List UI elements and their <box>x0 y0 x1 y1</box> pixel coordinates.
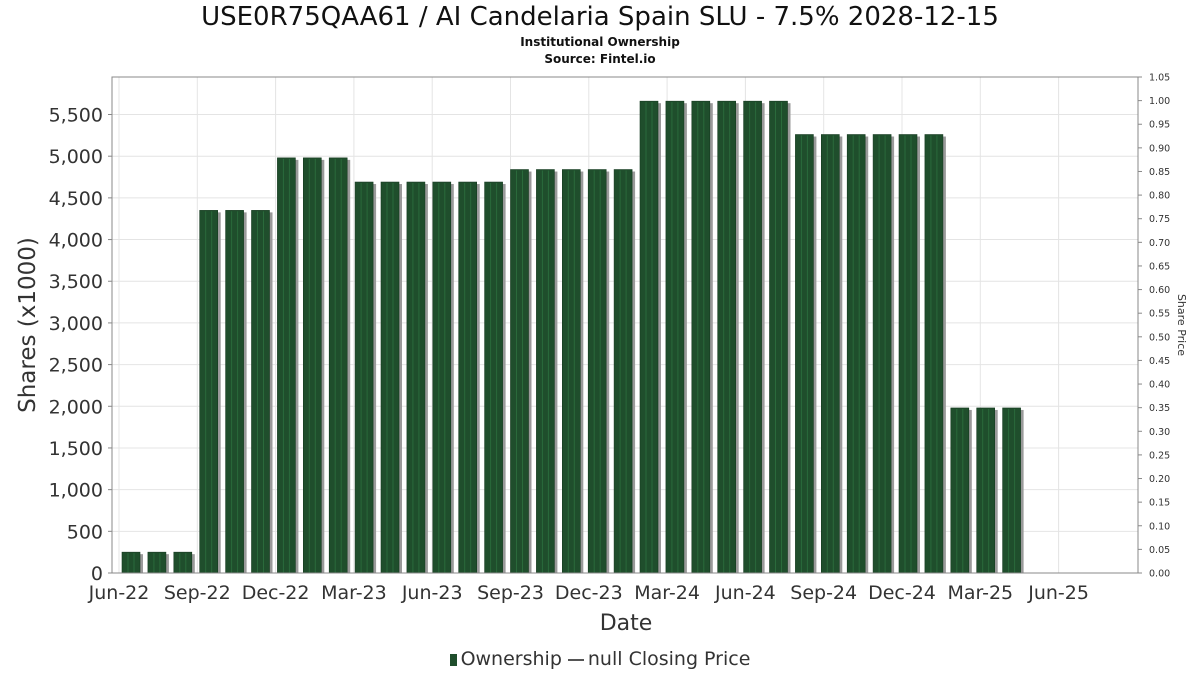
y2-tick-label: 0.65 <box>1149 261 1170 272</box>
chart-legend: Ownership null Closing Price <box>0 648 1200 670</box>
ownership-bar <box>354 181 374 574</box>
y2-tick-label: 0.25 <box>1149 450 1170 461</box>
y2-tick-label: 0.15 <box>1149 498 1170 509</box>
y2-tick-label: 0.05 <box>1149 545 1170 556</box>
y-tick-label: 5,500 <box>49 105 103 127</box>
y-tick-label: 500 <box>67 521 103 543</box>
x-tick-label: Dec-24 <box>868 582 936 604</box>
y2-axis-label: Share Price <box>1175 294 1188 356</box>
ownership-bar <box>717 100 737 574</box>
ownership-bar <box>872 134 892 574</box>
y-tick-label: 4,500 <box>49 188 103 210</box>
y-tick-label: 1,000 <box>49 480 103 502</box>
ownership-bar <box>795 134 814 574</box>
y-tick-label: 3,500 <box>49 271 103 293</box>
y2-tick-label: 0.30 <box>1149 427 1170 438</box>
ownership-bar <box>328 157 348 574</box>
y2-tick-label: 0.35 <box>1149 403 1170 414</box>
ownership-bar <box>225 210 244 574</box>
x-tick-label: Jun-25 <box>1027 582 1089 604</box>
ownership-bar <box>432 181 452 574</box>
y2-tick-label: 0.55 <box>1149 309 1170 320</box>
chart-subtitle: Institutional Ownership <box>520 35 680 49</box>
ownership-bar <box>898 134 918 574</box>
y2-tick-label: 0.60 <box>1149 285 1170 296</box>
chart-title: USE0R75QAA61 / AI Candelaria Spain SLU -… <box>201 2 999 32</box>
legend-ownership-label: Ownership <box>460 648 562 670</box>
ownership-bar <box>691 100 711 574</box>
legend-price-label: null Closing Price <box>587 648 751 670</box>
y2-tick-label: 0.40 <box>1149 380 1170 391</box>
chart-source: Source: Fintel.io <box>544 52 656 66</box>
ownership-bar <box>743 100 762 574</box>
x-axis-label: Date <box>600 611 653 636</box>
y2-tick-label: 0.95 <box>1149 120 1170 131</box>
ownership-bar <box>510 169 529 574</box>
y2-tick-label: 1.00 <box>1149 96 1170 107</box>
ownership-bar <box>277 157 296 574</box>
x-tick-label: Sep-23 <box>477 582 544 604</box>
y-tick-label: 0 <box>91 563 103 585</box>
x-tick-label: Sep-22 <box>164 582 231 604</box>
y2-tick-label: 0.70 <box>1149 238 1170 249</box>
ownership-bar <box>406 181 426 574</box>
y-tick-label: 5,000 <box>49 146 103 168</box>
ownership-bar <box>147 551 167 574</box>
x-tick-label: Sep-24 <box>790 582 857 604</box>
y2-tick-label: 0.85 <box>1149 167 1170 178</box>
ownership-bar <box>302 157 322 574</box>
y-axis-label: Shares (x1000) <box>15 237 41 413</box>
ownership-bar <box>665 100 685 574</box>
plot-border <box>111 76 1139 574</box>
y2-tick-label: 0.45 <box>1149 356 1170 367</box>
y2-tick-label: 0.00 <box>1149 569 1170 580</box>
ownership-bar <box>199 210 218 574</box>
ownership-bar <box>846 134 866 574</box>
ownership-bar <box>484 181 503 574</box>
y2-tick-label: 0.80 <box>1149 191 1170 202</box>
x-tick-label: Mar-24 <box>634 582 700 604</box>
ownership-bar <box>173 551 193 574</box>
y-tick-label: 2,000 <box>49 396 103 418</box>
x-tick-label: Jun-23 <box>401 582 463 604</box>
x-tick-label: Jun-22 <box>88 582 150 604</box>
y2-tick-label: 0.75 <box>1149 214 1170 225</box>
y-tick-label: 2,500 <box>49 355 103 377</box>
ownership-bar <box>251 210 270 574</box>
ownership-bar <box>561 169 581 574</box>
y2-tick-label: 0.20 <box>1149 474 1170 485</box>
y-tick-label: 1,500 <box>49 438 103 460</box>
ownership-bar <box>536 169 555 574</box>
ownership-bar <box>587 169 607 574</box>
x-tick-label: Dec-23 <box>555 582 623 604</box>
x-tick-label: Dec-22 <box>242 582 310 604</box>
ownership-bar <box>820 134 840 574</box>
x-tick-label: Jun-24 <box>714 582 776 604</box>
price-legend-line <box>567 658 584 661</box>
ownership-bar <box>950 407 970 574</box>
ownership-bar <box>380 181 400 574</box>
ownership-bar <box>1002 407 1021 574</box>
x-tick-label: Mar-23 <box>321 582 387 604</box>
ownership-bar <box>639 100 659 574</box>
ownership-bar <box>769 100 788 574</box>
ownership-bar <box>613 169 633 574</box>
y2-tick-label: 1.05 <box>1149 73 1170 84</box>
y2-tick-label: 0.90 <box>1149 143 1170 154</box>
y2-tick-label: 0.10 <box>1149 521 1170 532</box>
y-tick-label: 4,000 <box>49 230 103 252</box>
ownership-legend-swatch <box>449 653 457 666</box>
ownership-bar <box>976 407 996 574</box>
x-tick-label: Mar-25 <box>947 582 1013 604</box>
ownership-bar <box>924 134 944 574</box>
ownership-bar <box>121 551 141 574</box>
y-tick-label: 3,000 <box>49 313 103 335</box>
ownership-bar <box>458 181 478 574</box>
y2-tick-label: 0.50 <box>1149 332 1170 343</box>
